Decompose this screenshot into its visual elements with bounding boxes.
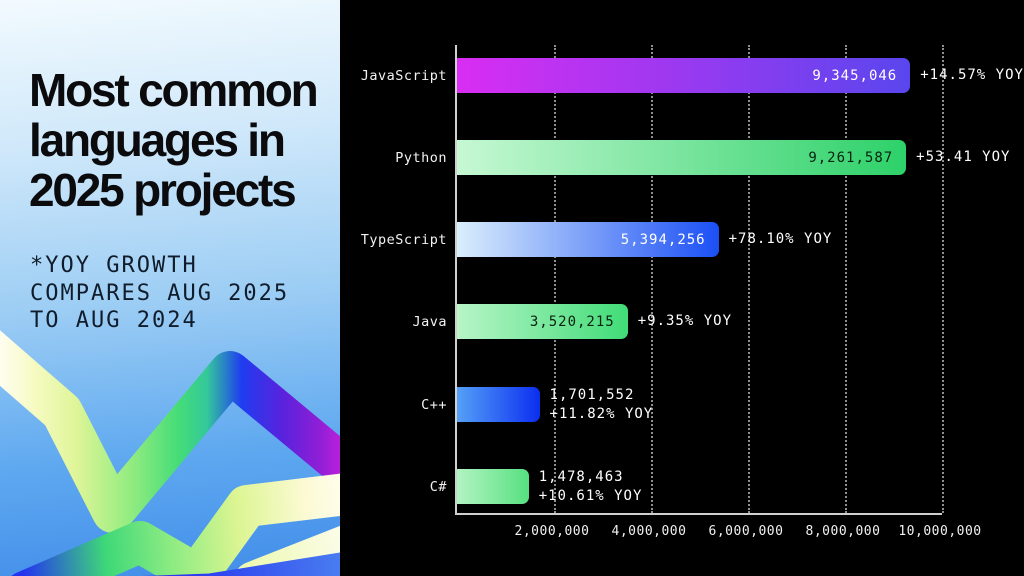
footnote-line-3: TO AUG 2024 bbox=[30, 308, 198, 333]
gridline-6m bbox=[748, 45, 750, 513]
value-yoy-label-csharp: 1,478,463 +10.61% YOY bbox=[538, 468, 643, 504]
yoy-label-javascript: +14.57% YOY bbox=[920, 67, 1024, 83]
bar-java: 3,520,215 bbox=[457, 304, 628, 339]
x-axis-tick-8m: 8,000,000 bbox=[805, 524, 881, 539]
value-label-java: 3,520,215 bbox=[529, 313, 615, 330]
bar-row-javascript: JavaScript 9,345,046 +14.57% YOY bbox=[340, 58, 1024, 93]
yoy-footnote: *YOY GROWTH COMPARES AUG 2025 TO AUG 202… bbox=[30, 252, 289, 335]
bar-label-python: Python bbox=[395, 149, 447, 166]
value-yoy-label-cpp: 1,701,552 +11.82% YOY bbox=[549, 386, 654, 422]
title-line-1: Most common bbox=[29, 63, 319, 116]
decorative-ribbons-graphic bbox=[0, 330, 340, 576]
bar-label-csharp: C# bbox=[429, 478, 447, 495]
value-label-javascript: 9,345,046 bbox=[812, 67, 898, 84]
bar-javascript: 9,345,046 bbox=[457, 58, 911, 93]
bar-csharp bbox=[457, 469, 529, 504]
bar-label-typescript: TypeScript bbox=[360, 231, 447, 248]
bar-row-java: Java 3,520,215 +9.35% YOY bbox=[340, 304, 1024, 339]
gridline-2m bbox=[554, 45, 556, 513]
chart-panel: JavaScript 9,345,046 +14.57% YOY Python … bbox=[340, 0, 1024, 576]
gridline-8m bbox=[845, 45, 847, 513]
bar-typescript: 5,394,256 bbox=[457, 222, 719, 257]
x-axis: 2,000,000 4,000,000 6,000,000 8,000,000 … bbox=[455, 524, 982, 544]
x-axis-tick-6m: 6,000,000 bbox=[708, 524, 784, 539]
bar-python: 9,261,587 bbox=[457, 140, 907, 175]
yoy-label-typescript: +78.10% YOY bbox=[728, 231, 833, 247]
left-panel: Most common languages in 2025 projects *… bbox=[0, 0, 340, 576]
value-label-python: 9,261,587 bbox=[808, 149, 894, 166]
bar-row-python: Python 9,261,587 +53.41 YOY bbox=[340, 140, 1024, 175]
gridline-4m bbox=[651, 45, 653, 513]
page-title: Most common languages in 2025 projects bbox=[29, 63, 319, 216]
title-line-2: languages in bbox=[29, 113, 286, 166]
bar-row-typescript: TypeScript 5,394,256 +78.10% YOY bbox=[340, 222, 1024, 257]
bar-label-javascript: JavaScript bbox=[360, 67, 447, 84]
bar-cpp bbox=[457, 387, 540, 422]
bar-label-java: Java bbox=[412, 313, 447, 330]
title-line-3: 2025 projects bbox=[29, 163, 297, 216]
footnote-line-2: COMPARES AUG 2025 bbox=[30, 280, 290, 306]
yoy-label-java: +9.35% YOY bbox=[637, 313, 733, 329]
x-axis-tick-10m: 10,000,000 bbox=[898, 524, 982, 539]
bar-row-csharp: C# 1,478,463 +10.61% YOY bbox=[340, 469, 1024, 504]
gridline-10m bbox=[942, 45, 944, 513]
value-label-typescript: 5,394,256 bbox=[620, 231, 706, 248]
x-axis-tick-2m: 2,000,000 bbox=[514, 524, 590, 539]
yoy-label-python: +53.41 YOY bbox=[916, 149, 1011, 165]
footnote-line-1: *YOY GROWTH bbox=[30, 253, 198, 278]
x-axis-tick-4m: 4,000,000 bbox=[611, 524, 687, 539]
bar-label-cpp: C++ bbox=[421, 396, 447, 413]
bar-row-cpp: C++ 1,701,552 +11.82% YOY bbox=[340, 387, 1024, 422]
plot-area bbox=[455, 45, 944, 515]
